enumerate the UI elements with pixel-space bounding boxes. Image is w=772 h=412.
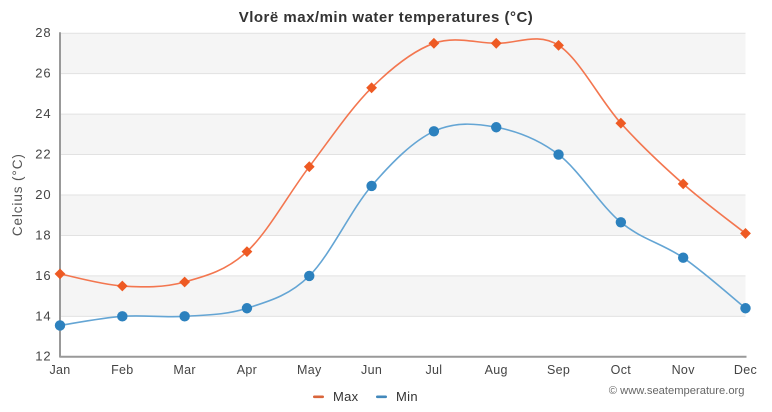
svg-text:12: 12 (35, 349, 51, 364)
svg-text:Feb: Feb (111, 363, 133, 377)
svg-text:16: 16 (35, 268, 51, 283)
svg-text:Celcius (°C): Celcius (°C) (10, 153, 25, 236)
svg-text:24: 24 (35, 106, 51, 121)
svg-text:Dec: Dec (734, 363, 757, 377)
svg-text:© www.seatemperature.org: © www.seatemperature.org (609, 385, 745, 397)
svg-text:Aug: Aug (485, 363, 508, 377)
svg-text:22: 22 (35, 146, 51, 161)
svg-text:Jul: Jul (425, 363, 442, 377)
svg-text:Sep: Sep (547, 363, 570, 377)
svg-text:May: May (297, 363, 322, 377)
svg-text:14: 14 (35, 308, 51, 323)
svg-text:18: 18 (35, 227, 51, 242)
svg-text:Jan: Jan (49, 363, 70, 377)
svg-text:26: 26 (35, 66, 51, 81)
svg-text:Oct: Oct (611, 363, 632, 377)
svg-text:Nov: Nov (672, 363, 696, 377)
svg-text:28: 28 (35, 25, 51, 40)
svg-text:Jun: Jun (361, 363, 382, 377)
svg-text:Apr: Apr (237, 363, 257, 377)
svg-text:Mar: Mar (173, 363, 195, 377)
svg-text:Vlorë max/min water temperatur: Vlorë max/min water temperatures (°C) (239, 9, 534, 26)
svg-text:20: 20 (35, 187, 51, 202)
svg-text:Min: Min (396, 389, 418, 404)
svg-text:Max: Max (333, 389, 359, 404)
